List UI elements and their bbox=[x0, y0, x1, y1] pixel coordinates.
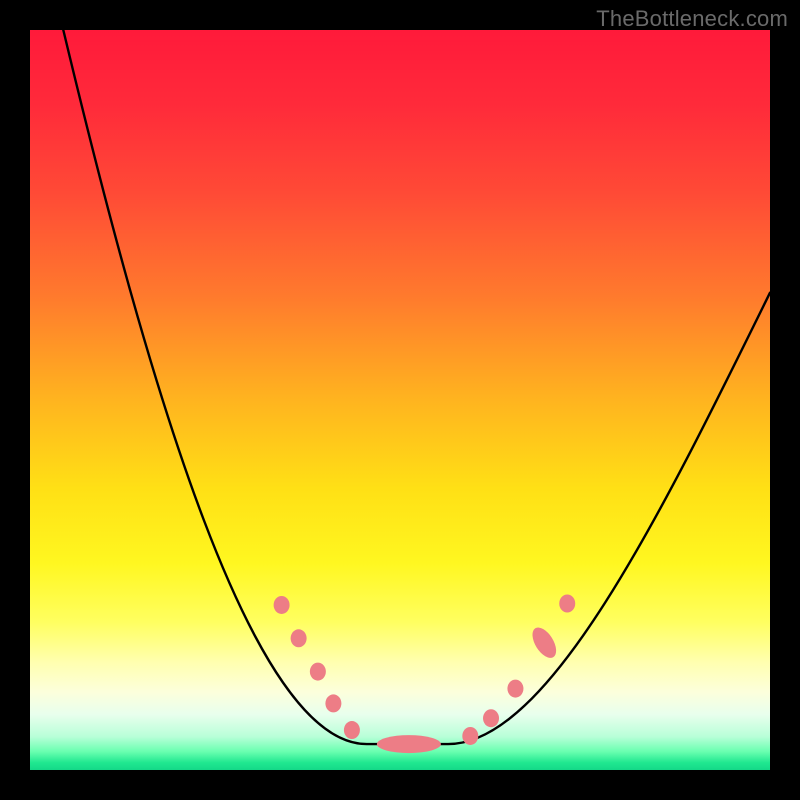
marker-8 bbox=[507, 680, 523, 698]
marker-2 bbox=[310, 663, 326, 681]
marker-5 bbox=[377, 735, 441, 753]
marker-10 bbox=[559, 595, 575, 613]
marker-0 bbox=[274, 596, 290, 614]
marker-6 bbox=[462, 727, 478, 745]
bottleneck-curve-chart bbox=[0, 0, 800, 800]
plot-background bbox=[30, 30, 770, 770]
marker-1 bbox=[291, 629, 307, 647]
marker-4 bbox=[344, 721, 360, 739]
watermark-text: TheBottleneck.com bbox=[596, 6, 788, 32]
chart-container: TheBottleneck.com bbox=[0, 0, 800, 800]
marker-7 bbox=[483, 709, 499, 727]
marker-3 bbox=[325, 694, 341, 712]
